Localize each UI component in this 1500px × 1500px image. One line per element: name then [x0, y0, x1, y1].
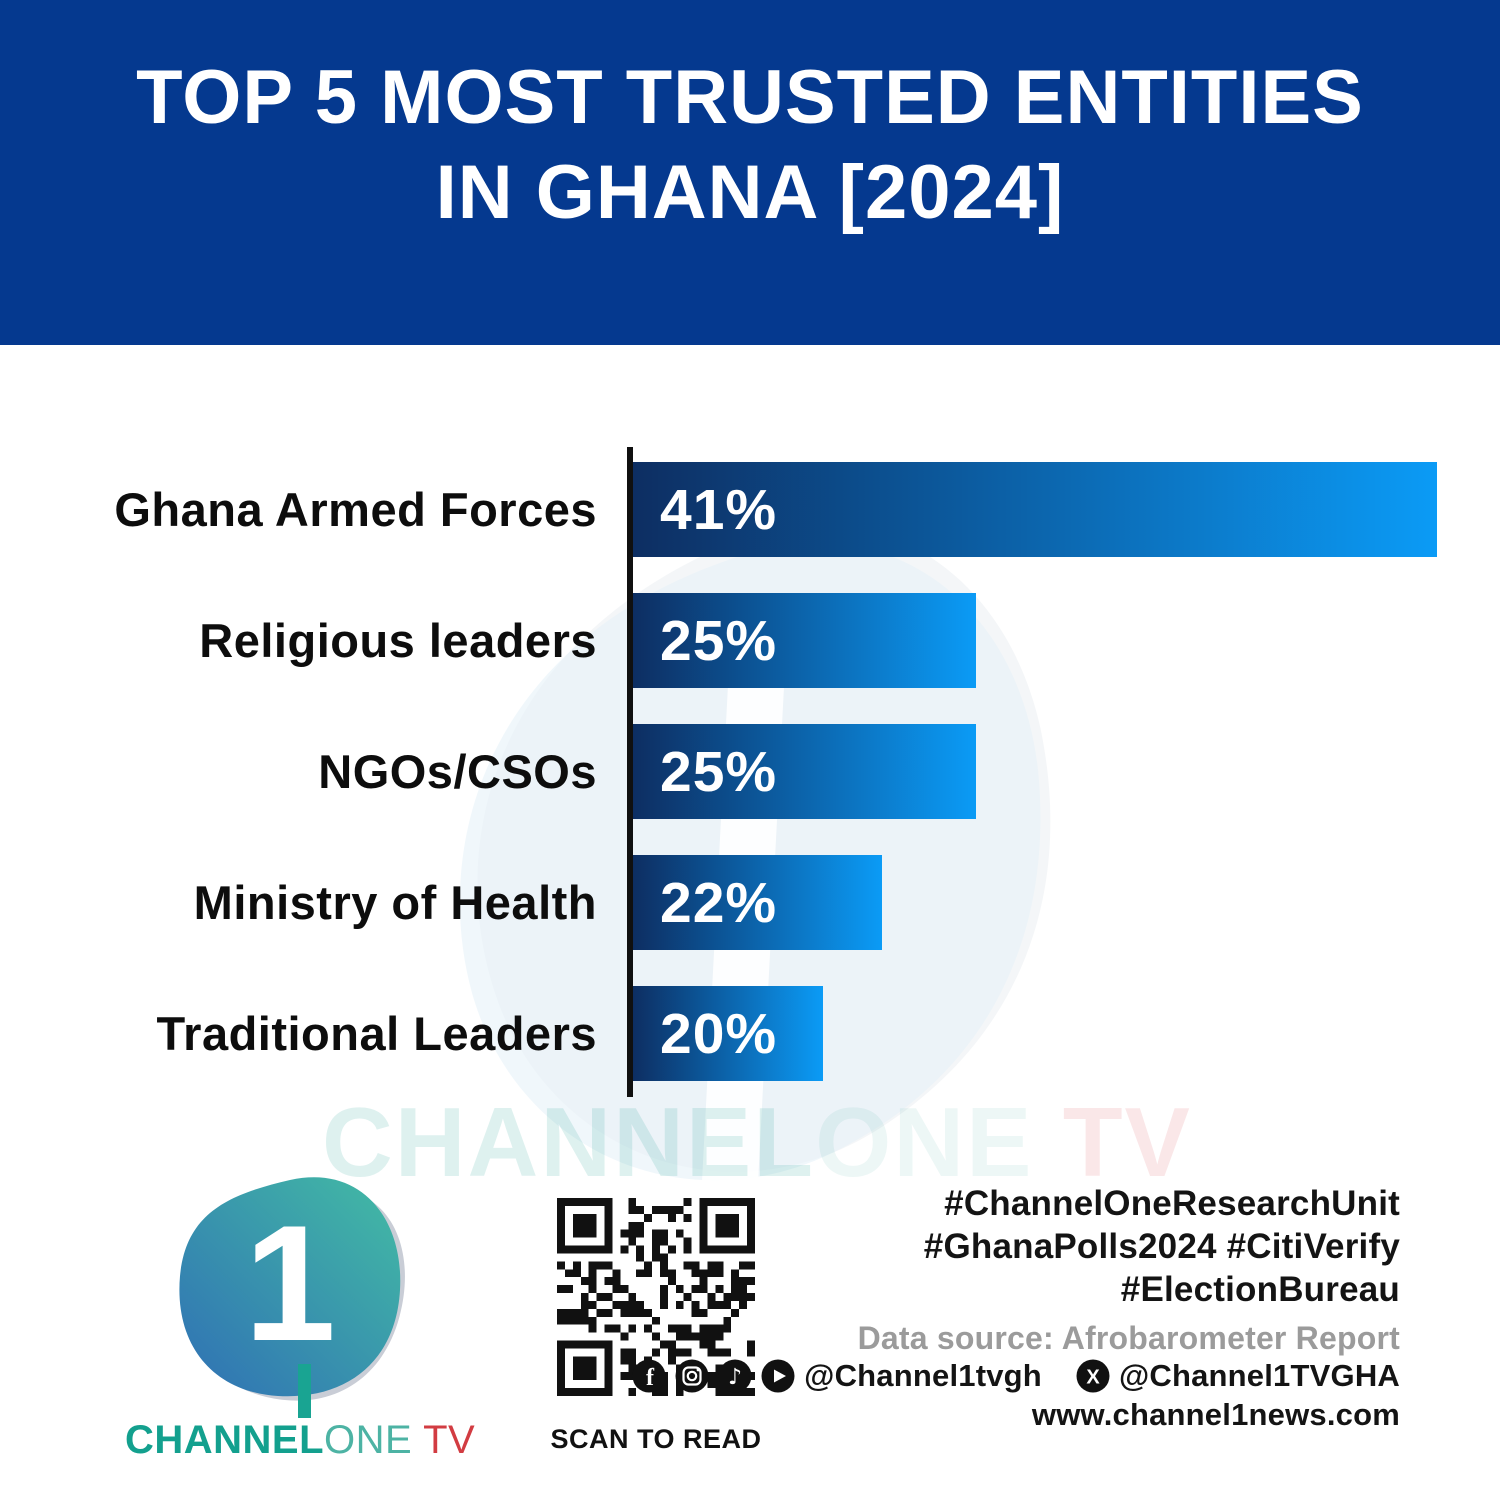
logo-digit: 1	[244, 1191, 336, 1375]
category-label: Ghana Armed Forces	[114, 483, 597, 536]
page-title-line2: IN GHANA [2024]	[435, 150, 1065, 235]
page-title-line1: TOP 5 MOST TRUSTED ENTITIES	[136, 55, 1364, 140]
svg-text:X: X	[1086, 1367, 1100, 1389]
data-source: Data source: Afrobarometer Report	[857, 1320, 1400, 1356]
svg-text:f: f	[646, 1365, 655, 1391]
category-label: NGOs/CSOs	[318, 745, 597, 798]
youtube-icon[interactable]	[761, 1359, 795, 1393]
logo-wordmark: CHANNELONE TV	[125, 1418, 475, 1463]
header-band: TOP 5 MOST TRUSTED ENTITIES IN GHANA [20…	[0, 0, 1500, 345]
bar: 20%	[633, 986, 823, 1081]
tiktok-icon[interactable]: ♪	[718, 1359, 752, 1393]
instagram-icon[interactable]	[675, 1359, 709, 1393]
website-url: www.channel1news.com	[1031, 1397, 1400, 1432]
value-label: 41%	[660, 477, 778, 542]
social-handle: @Channel1TVGHA	[1118, 1358, 1400, 1393]
value-label: 25%	[660, 739, 778, 804]
bar: 25%	[633, 593, 976, 688]
logo-pick-shape	[179, 1177, 401, 1397]
facebook-icon[interactable]: f	[632, 1359, 666, 1393]
logo-wordmark-channel: CHANNEL	[125, 1418, 325, 1462]
channel-one-logo: 1	[179, 1177, 405, 1418]
svg-text:♪: ♪	[728, 1365, 742, 1390]
qr-caption: SCAN TO READ	[550, 1424, 762, 1454]
bar: 25%	[633, 724, 976, 819]
chart-axis	[627, 447, 633, 1097]
hashtag-line: #ElectionBureau	[1120, 1270, 1400, 1309]
page-title: TOP 5 MOST TRUSTED ENTITIES IN GHANA [20…	[0, 50, 1500, 240]
value-label: 25%	[660, 608, 778, 673]
hashtags-block: #ChannelOneResearchUnit #GhanaPolls2024 …	[924, 1182, 1400, 1311]
logo-wordmark-tv: TV	[412, 1418, 476, 1462]
hashtag-line: #ChannelOneResearchUnit	[944, 1184, 1400, 1223]
logo-wordmark-one: ONE	[324, 1418, 413, 1462]
bar: 22%	[633, 855, 882, 950]
logo-digit-stem	[298, 1364, 311, 1418]
category-label: Ministry of Health	[193, 876, 597, 929]
bar: 41%	[633, 462, 1437, 557]
watermark-one: ONE	[815, 1087, 1034, 1197]
category-label: Traditional Leaders	[156, 1007, 597, 1060]
x-icon[interactable]: X	[1076, 1359, 1110, 1393]
social-handle: @Channel1tvgh	[804, 1358, 1042, 1393]
value-label: 22%	[660, 870, 778, 935]
social-row: f ♪ @Channel1tvgh X @Channel1TVGHA	[632, 1356, 1400, 1396]
hashtag-line: #GhanaPolls2024 #CitiVerify	[923, 1227, 1400, 1266]
category-label: Religious leaders	[199, 614, 597, 667]
watermark-tv: TV	[1033, 1087, 1192, 1197]
value-label: 20%	[660, 1001, 778, 1066]
